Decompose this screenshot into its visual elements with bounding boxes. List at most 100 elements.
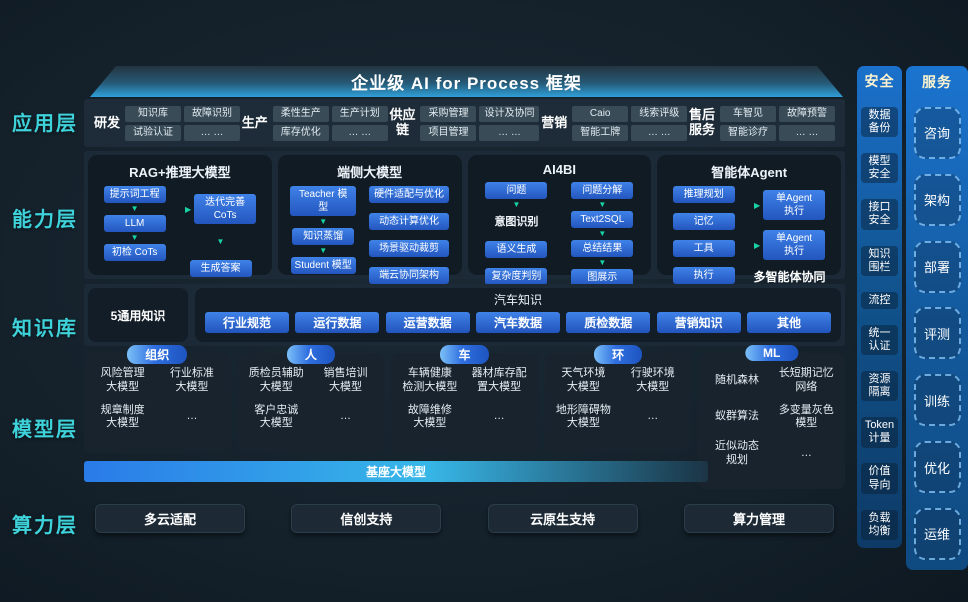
flow-node: 场景驱动裁剪 xyxy=(369,240,450,257)
model-group-environment: 环 天气环境 大模型 行驶环境 大模型 地形障碍物 大模型 … xyxy=(544,345,692,453)
model-item: 蚁群算法 xyxy=(715,410,760,423)
service-item: 评测 xyxy=(913,307,961,360)
flow-node: 单Agent 执行 xyxy=(763,230,826,260)
app-group-aftersales: 售后 服务 车智见 故障预警 智能诊疗 … … xyxy=(688,105,835,141)
app-chip: 设计及协同 xyxy=(479,105,540,122)
model-item: 地形障碍物 大模型 xyxy=(555,403,611,430)
app-group-label: 生产 xyxy=(241,114,268,130)
compute-layer-row: 多云适配 信创支持 云原生支持 算力管理 xyxy=(84,504,845,533)
layer-label-model: 模型层 xyxy=(12,419,78,441)
arrow-down-icon: ▼ xyxy=(216,237,225,246)
flow-node: 初检 CoTs xyxy=(103,244,166,261)
model-item: … xyxy=(186,410,198,423)
arrow-right-icon: ▶ xyxy=(184,204,192,214)
security-item: 负载 均衡 xyxy=(861,509,898,540)
model-layer-band: 组织 风险管理 大模型 行业标准 大模型 规章制度 大模型 … 人 质检员辅助 … xyxy=(84,345,845,495)
app-group-label: 供应 链 xyxy=(389,107,416,137)
flow-node: 语义生成 xyxy=(485,241,548,258)
automotive-knowledge-box: 汽车知识 行业规范 运行数据 运营数据 汽车数据 质检数据 营销知识 其他 xyxy=(195,288,841,342)
flow-node: 记忆 xyxy=(672,213,735,230)
security-item: 知识 围栏 xyxy=(861,245,898,276)
agent-footer-label: 多智能体协同 xyxy=(753,270,826,284)
app-chip: Caio xyxy=(572,105,629,122)
base-model-bar: 基座大模型 xyxy=(84,461,708,482)
model-item: 客户忠诚 大模型 xyxy=(254,403,299,430)
model-item: … xyxy=(800,446,812,459)
flow-node: 动态计算优化 xyxy=(369,213,450,230)
capability-box-title: 端侧大模型 xyxy=(337,165,403,180)
flow-node: Text2SQL xyxy=(571,211,634,228)
service-panel: 服务 咨询 架构 部署 评测 训练 优化 运维 xyxy=(906,66,968,570)
model-group-pill: 人 xyxy=(286,345,335,364)
app-chip: … … xyxy=(331,124,388,141)
app-chip-grid: 车智见 故障预警 智能诊疗 … … xyxy=(719,105,835,141)
app-chip: 采购管理 xyxy=(420,105,477,122)
app-chip: 项目管理 xyxy=(420,124,477,141)
model-item: 近似动态 规划 xyxy=(715,440,760,466)
model-group-ml: ML 随机森林 长短期记忆 网络 蚁群算法 多变量灰色 模型 近似动态 规划 … xyxy=(698,345,845,489)
edge-left-flow: Teacher 模型 ▼ 知识蒸馏 ▼ Student 模型 xyxy=(290,186,357,274)
model-group-pill: 环 xyxy=(594,345,643,364)
flow-node: 执行 xyxy=(672,267,735,284)
arrow-down-icon: ▼ xyxy=(319,217,328,226)
app-chip: 生产计划 xyxy=(331,105,388,122)
app-chip: 车智见 xyxy=(719,105,776,122)
layer-label-knowledge: 知识库 xyxy=(12,318,78,340)
model-item: 故障维修 大模型 xyxy=(407,403,452,430)
arrow-right-icon: ▶ xyxy=(753,240,761,250)
app-group-marketing: 营销 Caio 线索评级 智能工牌 … … xyxy=(541,105,688,141)
model-item: 长短期记忆 网络 xyxy=(778,367,834,393)
app-chip-grid: 采购管理 设计及协同 项目管理 … … xyxy=(420,105,540,141)
app-group-label: 售后 服务 xyxy=(688,107,715,137)
app-chip: 线索评级 xyxy=(631,105,688,122)
compute-item: 信创支持 xyxy=(291,504,442,533)
service-item: 部署 xyxy=(913,240,961,293)
model-item: … xyxy=(493,410,505,423)
flow-node: 问题分解 xyxy=(571,182,634,199)
arrow-right-icon: ▶ xyxy=(753,200,761,210)
security-item: 流控 xyxy=(861,291,898,309)
model-group-vehicle: 车 车辆健康 检测大模型 器材库存配 置大模型 故障维修 大模型 … xyxy=(391,345,538,453)
model-item: 多变量灰色 模型 xyxy=(778,403,834,430)
rag-right-flow: ▶ 迭代完善 CoTs ▼ 生成答案 xyxy=(184,194,257,277)
flow-node: Teacher 模型 xyxy=(290,186,357,216)
app-chip: … … xyxy=(184,124,241,141)
edge-right-list: 硬件适配与优化 动态计算优化 场景驱动裁剪 端云协同架构 xyxy=(369,186,450,284)
capability-layer-band: RAG+推理大模型 提示词工程 ▼ LLM ▼ 初检 CoTs ▶ 迭代完善 C… xyxy=(84,151,845,286)
agent-left-list: 推理规划 记忆 工具 执行 xyxy=(672,186,735,284)
app-group-label: 营销 xyxy=(541,114,568,130)
ai4bi-left-flow: 问题 ▼ 意图识别 语义生成 复杂度判别 xyxy=(485,182,548,285)
app-chip-grid: 柔性生产 生产计划 库存优化 … … xyxy=(272,105,388,141)
compute-item: 多云适配 xyxy=(95,504,245,533)
security-panel: 安全 数据 备份 模型 安全 接口 安全 知识 围栏 流控 统一 认证 资源 隔… xyxy=(857,66,902,548)
flow-node: 端云协同架构 xyxy=(369,267,450,284)
app-group-supply-chain: 供应 链 采购管理 设计及协同 项目管理 … … xyxy=(389,105,540,141)
model-item: 风险管理 大模型 xyxy=(100,367,145,393)
layer-label-compute: 算力层 xyxy=(12,515,78,537)
model-group-pill: 组织 xyxy=(127,345,188,364)
flow-node: 迭代完善 CoTs xyxy=(194,194,257,224)
security-item: Token 计量 xyxy=(861,417,898,448)
app-group-production: 生产 柔性生产 生产计划 库存优化 … … xyxy=(241,105,388,141)
service-item: 训练 xyxy=(913,374,961,427)
framework-title-banner: 企业级 AI for Process 框架 xyxy=(90,66,843,97)
service-item: 架构 xyxy=(913,173,961,226)
page-title: 企业级 AI for Process 框架 xyxy=(351,74,582,93)
security-item: 数据 备份 xyxy=(861,106,898,138)
capability-box-agent: 智能体Agent 推理规划 记忆 工具 执行 ▶ 单Agent 执行 ▶ 单 xyxy=(657,155,841,284)
arrow-down-icon: ▼ xyxy=(319,246,328,255)
compute-item: 云原生支持 xyxy=(487,504,638,533)
knowledge-layer-band: 5通用知识 汽车知识 行业规范 运行数据 运营数据 汽车数据 质检数据 营销知识… xyxy=(84,284,845,346)
knowledge-chip-row: 行业规范 运行数据 运营数据 汽车数据 质检数据 营销知识 其他 xyxy=(205,312,831,333)
arrow-down-icon: ▼ xyxy=(130,204,139,213)
application-layer-band: 研发 知识库 故障识别 试验认证 … … 生产 柔性生产 生产计划 库存优化 …… xyxy=(84,99,845,147)
layer-label-capability: 能力层 xyxy=(12,209,78,231)
flow-node: 推理规划 xyxy=(672,186,735,203)
capability-box-rag: RAG+推理大模型 提示词工程 ▼ LLM ▼ 初检 CoTs ▶ 迭代完善 C… xyxy=(88,155,272,277)
model-group-pill: 车 xyxy=(440,345,489,364)
model-item: 质检员辅助 大模型 xyxy=(248,367,304,393)
flow-node: 总结结果 xyxy=(571,240,634,257)
app-chip-grid: Caio 线索评级 智能工牌 … … xyxy=(572,105,688,141)
model-group-pill: ML xyxy=(745,345,799,361)
security-panel-title: 安全 xyxy=(864,73,895,89)
